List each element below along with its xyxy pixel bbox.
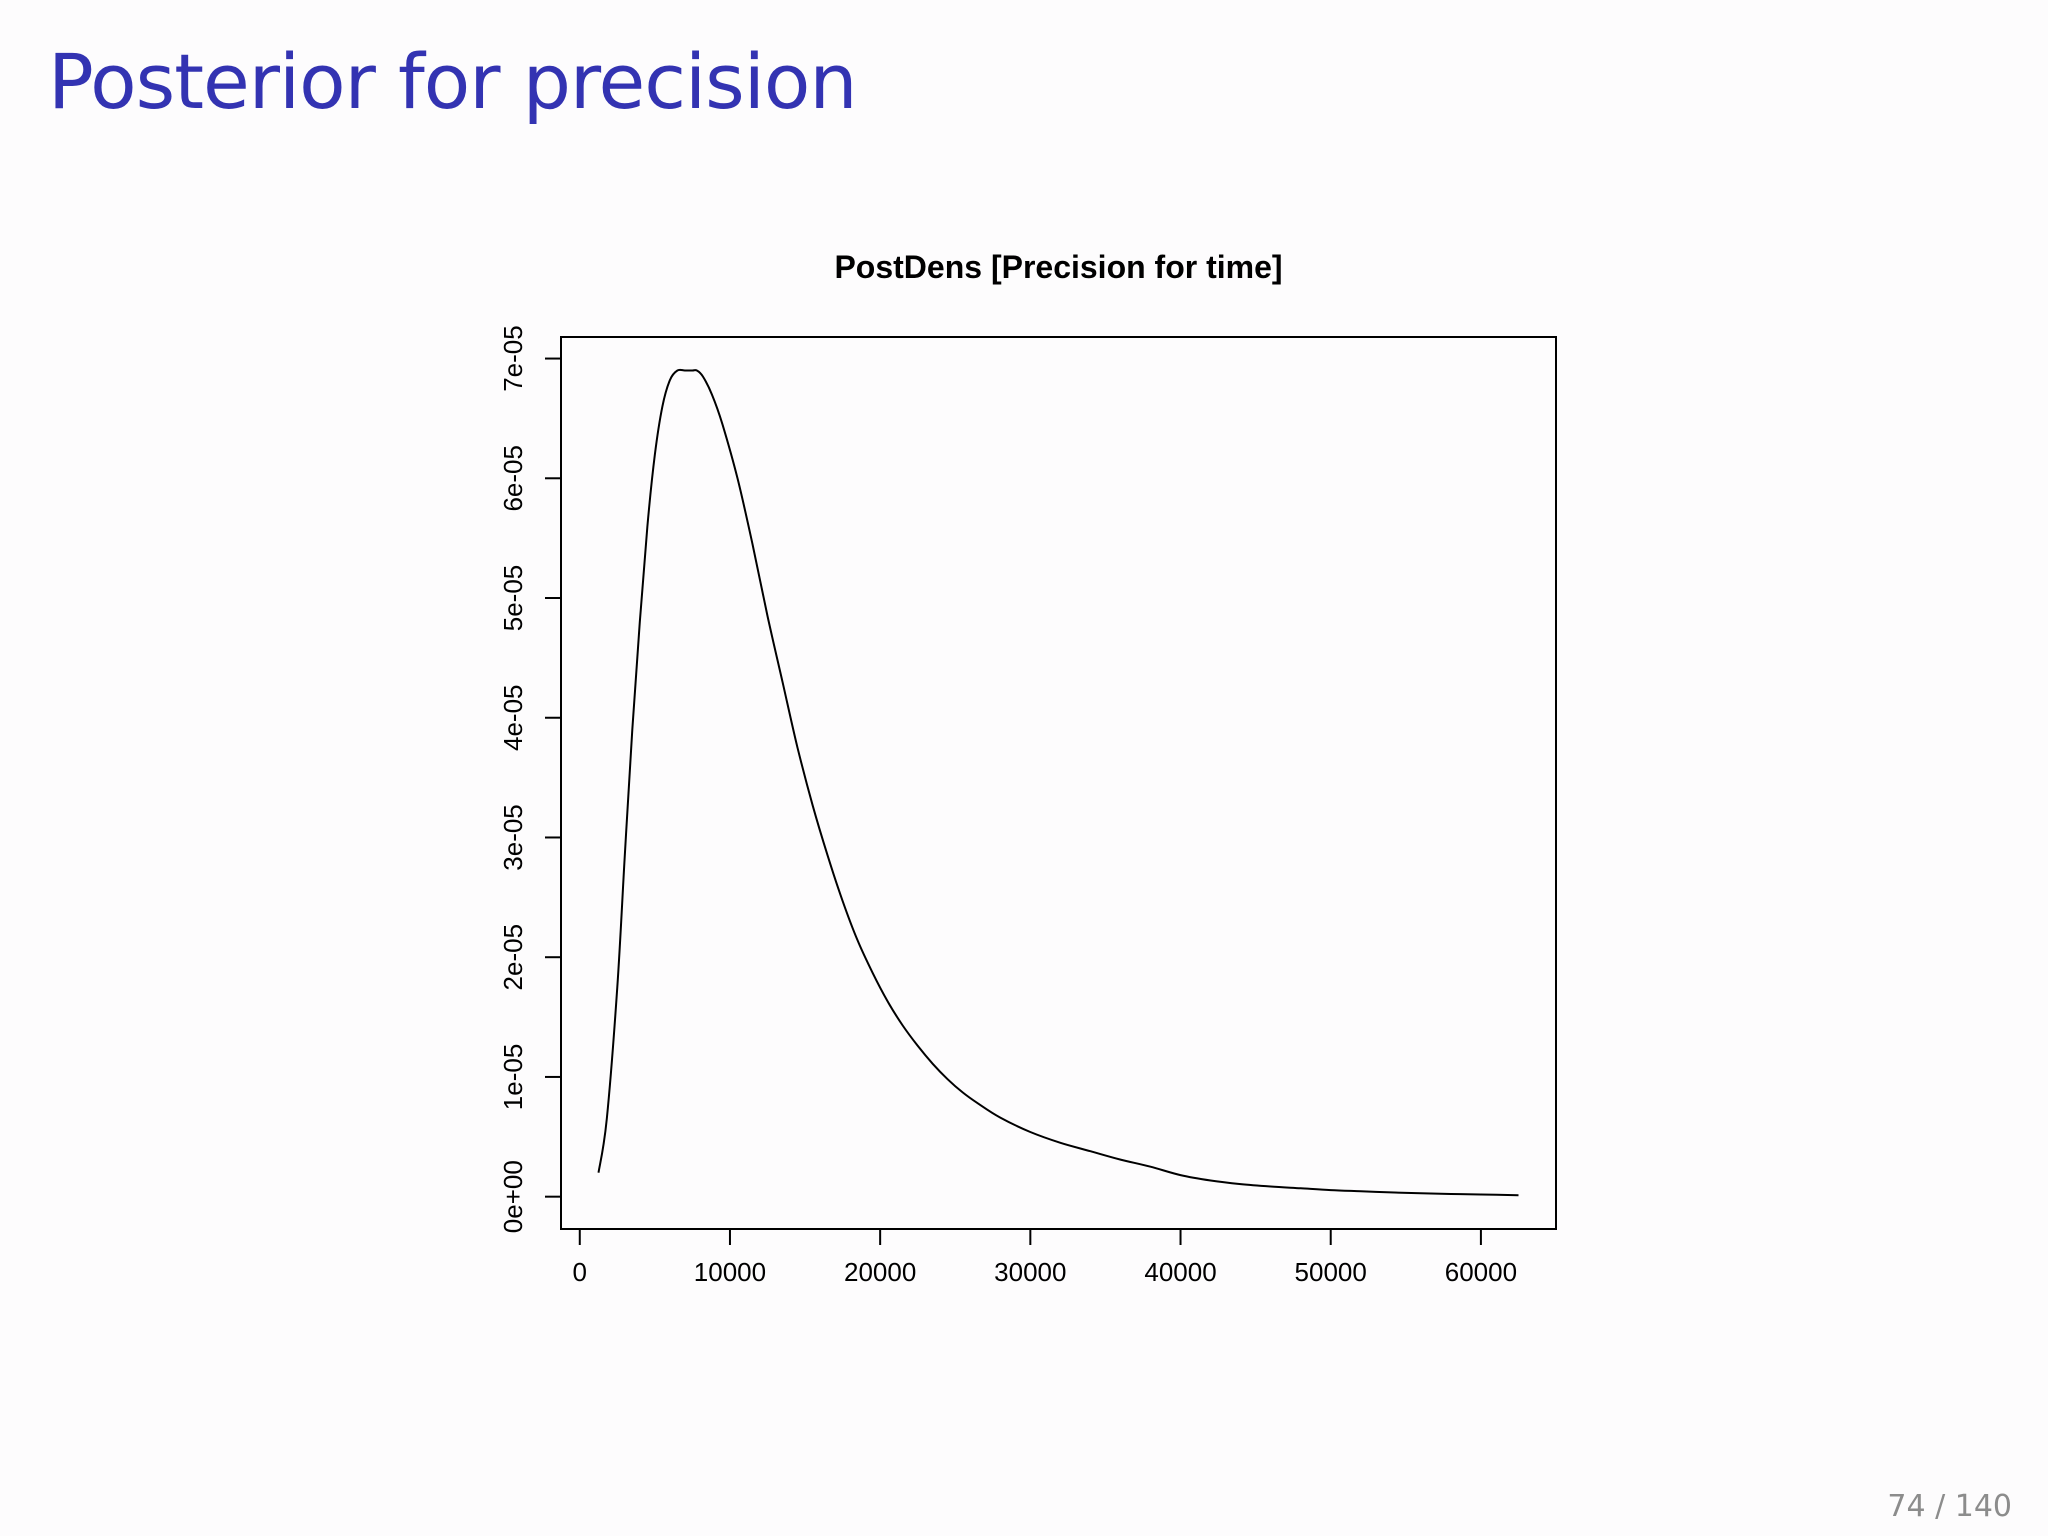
x-tick-label: 40000 <box>1144 1257 1216 1287</box>
plot-frame <box>560 336 1557 1230</box>
y-axis: 0e+00 1e-05 2e-05 3e-05 4e-05 5e-05 6e-05 7e-05 <box>498 325 562 1233</box>
y-tick-label: 0e+00 <box>498 1160 528 1233</box>
y-tick-label: 1e-05 <box>498 1044 528 1111</box>
x-tick-label: 20000 <box>844 1257 916 1287</box>
x-tick-label: 50000 <box>1295 1257 1367 1287</box>
density-curve <box>597 368 1519 1197</box>
x-tick-label: 60000 <box>1445 1257 1517 1287</box>
x-tick-label: 10000 <box>694 1257 766 1287</box>
y-tick-label: 2e-05 <box>498 924 528 991</box>
page-number: 74 / 140 <box>1887 1489 2012 1524</box>
chart-title: PostDens [Precision for time] <box>834 249 1282 285</box>
y-tick-label: 6e-05 <box>498 445 528 512</box>
x-tick-label: 0 <box>573 1257 587 1287</box>
y-tick-label: 4e-05 <box>498 684 528 751</box>
x-axis: 0 10000 20000 30000 40000 50000 60000 <box>573 1228 1517 1287</box>
x-tick-label: 30000 <box>994 1257 1066 1287</box>
slide-title: Posterior for precision <box>48 37 858 126</box>
y-tick-label: 3e-05 <box>498 804 528 871</box>
y-tick-label: 7e-05 <box>498 325 528 392</box>
y-tick-label: 5e-05 <box>498 565 528 632</box>
